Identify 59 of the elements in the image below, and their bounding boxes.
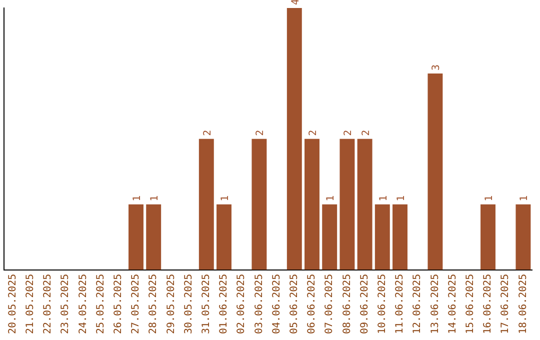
data-label: 2: [308, 130, 319, 136]
x-tick-label: 01.06.2025: [218, 274, 230, 334]
x-tick-label: 05.06.2025: [288, 274, 300, 334]
x-tick-label: 21.05.2025: [24, 274, 36, 334]
x-tick-label: 16.06.2025: [482, 274, 494, 334]
data-label: 2: [202, 130, 214, 136]
x-tick-label: 31.05.2025: [200, 274, 212, 334]
data-label: 2: [255, 130, 266, 136]
x-tick-label: 23.05.2025: [60, 274, 72, 334]
x-tick-label: 15.06.2025: [464, 274, 476, 334]
bar: [146, 204, 162, 270]
data-label: 1: [150, 195, 161, 202]
data-label: 1: [220, 195, 231, 202]
data-label: 2: [343, 130, 354, 136]
x-tick-label: 10.06.2025: [376, 274, 388, 334]
x-tick-label: 27.05.2025: [130, 274, 142, 334]
bar: [428, 73, 443, 270]
bar: [304, 138, 320, 270]
bar: [286, 8, 302, 270]
x-tick-label: 28.05.2025: [148, 274, 160, 334]
x-tick-label: 13.06.2025: [430, 274, 441, 334]
x-tick-label: 04.06.2025: [271, 274, 282, 334]
x-tick-label: 18.06.2025: [518, 274, 529, 334]
data-label: 1: [484, 195, 495, 202]
x-tick-label: 09.06.2025: [359, 274, 370, 334]
bar: [392, 204, 408, 270]
bar: [252, 138, 267, 270]
data-label: 2: [360, 130, 372, 136]
x-tick-label: 12.06.2025: [412, 274, 424, 334]
bar: [216, 204, 232, 270]
data-label: 3: [431, 64, 442, 70]
data-label: 1: [326, 195, 337, 202]
x-tick-label: 25.05.2025: [95, 274, 106, 334]
x-tick-label: 14.06.2025: [447, 274, 458, 334]
bar: [128, 204, 144, 270]
x-tick-label: 29.05.2025: [166, 274, 177, 334]
data-label: 1: [396, 195, 407, 202]
bar: [340, 138, 355, 270]
x-tick-label: 11.06.2025: [394, 274, 406, 334]
bar: [480, 204, 496, 270]
x-tick-label: 17.06.2025: [500, 274, 512, 334]
x-tick-label: 20.05.2025: [7, 274, 18, 334]
bar: [198, 138, 214, 270]
bar: [357, 138, 372, 270]
data-label: 1: [378, 195, 390, 202]
x-tick-label: 06.06.2025: [306, 274, 318, 334]
data-label: 1: [519, 195, 530, 202]
x-tick-label: 07.06.2025: [324, 274, 336, 334]
bar: [516, 204, 531, 270]
x-tick-label: 22.05.2025: [42, 274, 54, 334]
data-label: 1: [132, 195, 143, 202]
x-tick-label: 24.05.2025: [78, 274, 89, 334]
x-tick-label: 30.05.2025: [183, 274, 194, 334]
x-tick-label: 26.05.2025: [112, 274, 124, 334]
bar: [374, 204, 390, 270]
x-tick-label: 02.06.2025: [236, 274, 248, 334]
x-tick-label: 08.06.2025: [342, 274, 353, 334]
x-tick-label: 03.06.2025: [254, 274, 265, 334]
bar: [322, 204, 338, 270]
